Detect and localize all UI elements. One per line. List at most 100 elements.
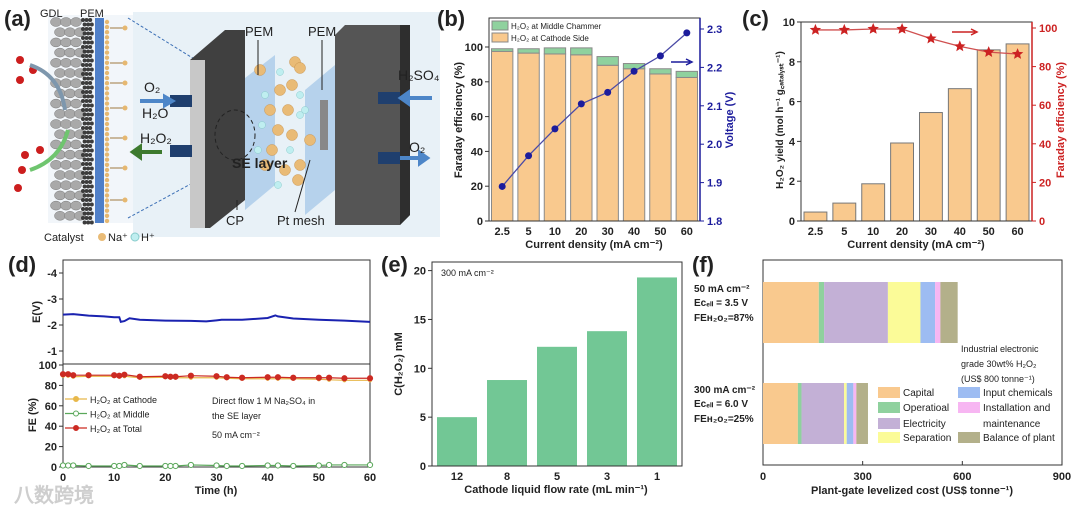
bar-yield (890, 142, 914, 222)
gdl-particle (64, 211, 76, 221)
catalyst-particle (81, 63, 85, 67)
x-tick-label: 20 (575, 226, 587, 238)
catalyst-particle (88, 63, 93, 67)
catalyst-particle (84, 54, 89, 58)
catalyst-particle (81, 27, 85, 31)
catalyst-particle (84, 171, 89, 175)
fe-series-point (116, 372, 123, 379)
catalyst-particle (82, 76, 87, 81)
fe-series-point (315, 462, 322, 469)
fe-series-point (136, 373, 143, 380)
catalyst-particle (86, 211, 91, 216)
h2so4-label: H₂SO₄ (398, 67, 440, 83)
catalyst-particle (88, 54, 93, 58)
legend-swatch (958, 432, 980, 443)
fe-series-line (63, 373, 371, 379)
y-tick-label: 40 (471, 146, 483, 158)
voltage-point (498, 182, 506, 190)
cost-segment-separation (887, 282, 921, 343)
catalyst-particle (88, 81, 93, 85)
y-tick-label: 0 (1039, 216, 1045, 228)
legend-label: Separation (903, 433, 951, 444)
cathode-plate-face (190, 60, 205, 228)
gdl-particle (60, 160, 72, 170)
h-ion (296, 111, 304, 119)
h-legend-icon (130, 232, 140, 242)
fe-star-point (983, 46, 995, 57)
bar-yield (976, 49, 1001, 222)
fe-star-point (867, 23, 879, 34)
gdl-label: GDL (40, 8, 63, 20)
pt-mesh-leader (294, 159, 311, 213)
na-ion (292, 174, 304, 186)
catalyst-particle (86, 193, 91, 198)
catalyst-particle (81, 72, 85, 76)
fe-series-point (274, 462, 282, 469)
arrow-right-icon (952, 28, 979, 36)
fe-star-point (954, 40, 966, 52)
condition-label: FEʜ₂ᴏ₂=87% (694, 313, 754, 324)
h-ion (286, 146, 294, 154)
catalyst-particle (84, 216, 89, 220)
fe-series-point (65, 371, 72, 378)
y-tick-label: 5 (420, 412, 426, 424)
gdl-particle (64, 68, 76, 78)
bar-middle-chamber (675, 70, 698, 78)
molecule-icon (16, 56, 24, 64)
x-tick-label: 10 (108, 472, 120, 484)
cost-segment-input-chemicals (920, 282, 936, 343)
gdl-particle (54, 170, 66, 180)
catalyst-particle (84, 144, 89, 148)
gdl-particle (50, 180, 62, 190)
plot-frame-e (62, 259, 371, 365)
legend-label: H₂O₂ at Total (90, 424, 142, 434)
y-tick-label: 60 (1039, 100, 1051, 112)
fe-line (815, 28, 1018, 55)
x-tick-label: 1 (654, 471, 660, 483)
na-ion (286, 79, 298, 91)
catalyst-particle (81, 189, 85, 193)
fe-series-point (167, 373, 174, 380)
y-tick-label: -1 (47, 346, 57, 358)
h-ion (296, 91, 304, 99)
catalyst-particle (89, 112, 94, 117)
catalyst-particle (89, 175, 94, 180)
catalyst-particle (82, 220, 87, 225)
gdl-particle (64, 109, 76, 119)
fe-series-point (85, 372, 92, 379)
fe-series-point (172, 373, 179, 380)
legend-swatch (958, 402, 980, 413)
y-tick-label: 2.2 (707, 62, 722, 74)
o2-inlet-arrow (140, 93, 177, 109)
cost-segment-operatioal (818, 282, 825, 343)
panel-label: (d) (8, 252, 36, 277)
na-ion (294, 159, 306, 171)
catalyst-particle (89, 193, 94, 198)
na-ion (104, 218, 110, 224)
na-ion (104, 70, 110, 76)
na-ion (104, 86, 110, 91)
y-tick-label: 100 (465, 42, 483, 54)
molecule-icon (14, 184, 22, 192)
x-tick-label: 10 (867, 226, 879, 238)
na-ion (104, 177, 110, 183)
gdl-particle (54, 68, 66, 78)
y-axis-title: FE (%) (27, 398, 39, 433)
h-label: H⁺ (141, 232, 155, 244)
fe-series-point (111, 462, 118, 470)
na-ion (104, 183, 110, 188)
annotation-text: grade 30wt% H₂O₂ (961, 359, 1037, 369)
na-ion (104, 96, 110, 101)
catalyst-particle (84, 108, 89, 112)
catalyst-particle (84, 189, 89, 193)
cost-segment-installation-and-maintenance (935, 282, 941, 343)
x-tick-label: 50 (654, 226, 666, 238)
catalyst-particle (89, 103, 94, 108)
fe-series-point (264, 462, 271, 469)
catalyst-particle (86, 94, 91, 99)
x-axis-title: Current density (mA cm⁻²) (847, 239, 985, 251)
pem-membrane-1 (245, 55, 275, 210)
x-tick-label: 30 (602, 226, 614, 238)
catalyst-particle (86, 103, 91, 108)
